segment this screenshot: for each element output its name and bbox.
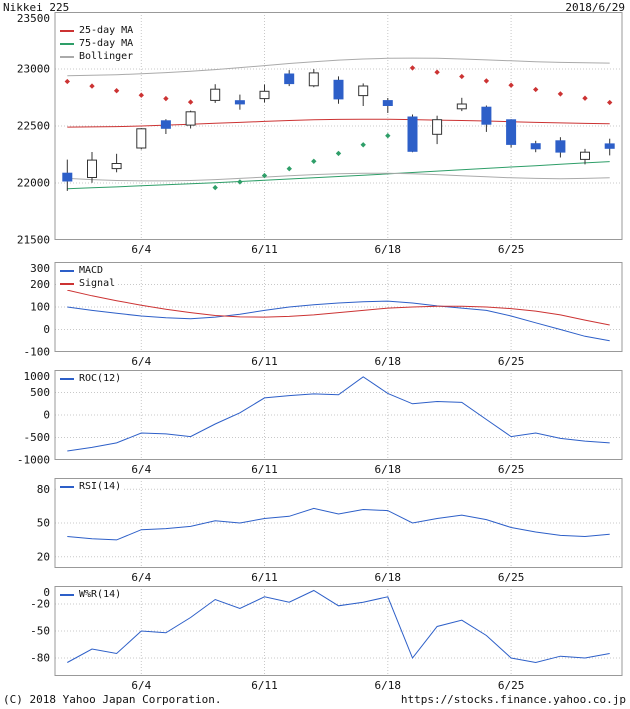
- svg-text:0: 0: [43, 409, 50, 422]
- svg-text:-500: -500: [24, 431, 51, 444]
- legend-row-bollinger: Bollinger: [60, 50, 133, 63]
- chart-title: Nikkei 225: [3, 1, 70, 14]
- svg-text:22000: 22000: [17, 177, 50, 190]
- svg-text:6/25: 6/25: [498, 679, 525, 692]
- svg-text:500: 500: [30, 386, 50, 399]
- svg-text:6/4: 6/4: [131, 463, 151, 476]
- svg-text:6/11: 6/11: [251, 355, 278, 368]
- legend-row-roc: ROC(12): [60, 372, 121, 385]
- svg-text:21500: 21500: [17, 234, 50, 247]
- svg-text:20: 20: [37, 550, 50, 563]
- wr-panel-legend: W%R(14): [57, 588, 125, 601]
- svg-text:6/4: 6/4: [131, 355, 151, 368]
- svg-text:6/4: 6/4: [131, 243, 151, 256]
- signal-line-icon: [60, 282, 74, 285]
- svg-text:6/25: 6/25: [498, 243, 525, 256]
- svg-text:-50: -50: [30, 625, 50, 638]
- macd-line-icon: [60, 269, 74, 272]
- svg-text:6/4: 6/4: [131, 679, 151, 692]
- svg-text:100: 100: [30, 301, 50, 314]
- ma25-legend-label: 25-day MA: [79, 25, 134, 36]
- svg-text:6/25: 6/25: [498, 355, 525, 368]
- roc-panel-legend: ROC(12): [57, 372, 125, 385]
- ma75-line-icon: [60, 42, 74, 45]
- roc-panel: 6/4 6/11 6/18 6/25 1000 500 0 -500 -1000: [17, 370, 623, 476]
- roc-line-icon: [60, 377, 74, 380]
- svg-text:1000: 1000: [24, 370, 51, 383]
- price-panel-legend: 25-day MA 75-day MA Bollinger: [57, 24, 137, 63]
- legend-row-signal: Signal: [60, 277, 115, 290]
- legend-row-ma25: 25-day MA: [60, 24, 133, 37]
- copyright-text: (C) 2018 Yahoo Japan Corporation.: [3, 693, 222, 706]
- svg-text:6/18: 6/18: [375, 243, 402, 256]
- svg-text:300: 300: [30, 262, 50, 275]
- svg-text:0: 0: [43, 586, 50, 599]
- rsi-line-icon: [60, 485, 74, 488]
- svg-text:6/18: 6/18: [375, 463, 402, 476]
- svg-text:6/18: 6/18: [375, 355, 402, 368]
- svg-text:23000: 23000: [17, 63, 50, 76]
- svg-text:22500: 22500: [17, 120, 50, 133]
- svg-text:80: 80: [37, 483, 50, 496]
- macd-panel-legend: MACD Signal: [57, 264, 119, 290]
- svg-text:23500: 23500: [17, 12, 50, 25]
- signal-legend-label: Signal: [79, 278, 116, 289]
- svg-text:6/18: 6/18: [375, 679, 402, 692]
- ma75-legend-label: 75-day MA: [79, 38, 134, 49]
- svg-text:-20: -20: [30, 598, 50, 611]
- svg-text:6/25: 6/25: [498, 463, 525, 476]
- wr-panel: 6/4 6/11 6/18 6/25 0-20 -50 -80: [30, 586, 623, 692]
- svg-text:-80: -80: [30, 652, 50, 665]
- rsi-panel: 6/4 6/11 6/18 6/25 80 50 20: [37, 478, 623, 584]
- rsi-panel-legend: RSI(14): [57, 480, 125, 493]
- ma25-line-icon: [60, 29, 74, 32]
- svg-text:50: 50: [37, 517, 50, 530]
- legend-row-rsi: RSI(14): [60, 480, 121, 493]
- svg-text:200: 200: [30, 278, 50, 291]
- macd-legend-label: MACD: [79, 265, 104, 276]
- svg-text:6/11: 6/11: [251, 243, 278, 256]
- legend-row-macd: MACD: [60, 264, 115, 277]
- svg-text:6/11: 6/11: [251, 679, 278, 692]
- chart-date: 2018/6/29: [565, 1, 625, 14]
- bollinger-legend-label: Bollinger: [79, 51, 134, 62]
- svg-text:6/11: 6/11: [251, 463, 278, 476]
- bollinger-line-icon: [60, 55, 74, 58]
- svg-text:6/25: 6/25: [498, 571, 525, 584]
- legend-row-ma75: 75-day MA: [60, 37, 133, 50]
- svg-text:6/4: 6/4: [131, 571, 151, 584]
- rsi-legend-label: RSI(14): [79, 481, 122, 492]
- svg-text:6/11: 6/11: [251, 571, 278, 584]
- legend-row-wr: W%R(14): [60, 588, 121, 601]
- source-url: https://stocks.finance.yahoo.co.jp: [400, 693, 626, 706]
- svg-text:6/18: 6/18: [375, 571, 402, 584]
- wr-legend-label: W%R(14): [79, 589, 122, 600]
- svg-text:0: 0: [43, 323, 50, 336]
- svg-text:-100: -100: [24, 346, 51, 359]
- roc-legend-label: ROC(12): [79, 373, 122, 384]
- wr-line-icon: [60, 593, 74, 596]
- price-panel: 6/4 6/11 6/18 6/25 23500 23000 22500 22000 21500: [17, 12, 623, 256]
- macd-panel: 6/4 6/11 6/18 6/25 300 200 100 0 -100: [24, 262, 623, 368]
- svg-text:-1000: -1000: [17, 454, 50, 467]
